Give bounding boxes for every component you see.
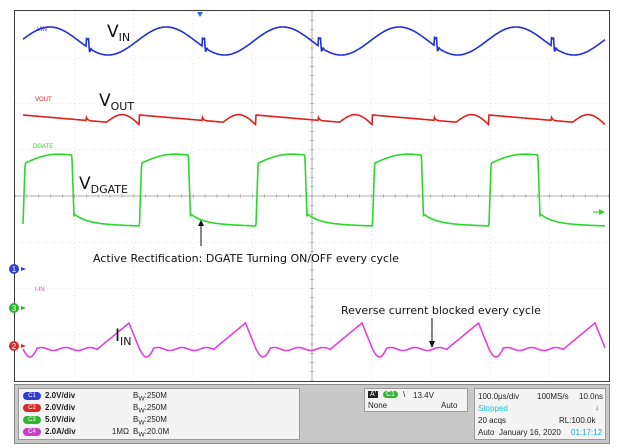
annotation-active: Active Rectification: DGATE Turning ON/O…: [93, 252, 399, 265]
vout-trace: [23, 113, 606, 127]
dgate-tag: DGATE: [33, 144, 53, 150]
record-length: RL:100.0k: [559, 416, 596, 425]
waveform-display: VIN VOUT DGATE I-IN VIN VOUT VDGATE IIN …: [14, 10, 610, 382]
single-arrow-icon[interactable]: ↓: [595, 403, 599, 412]
ch1-ground-marker[interactable]: 1: [8, 262, 30, 276]
trigger-channel: C1: [383, 391, 398, 398]
ch3-scale: 5.0V/div: [45, 415, 76, 424]
ch3-badge[interactable]: C3: [23, 415, 41, 424]
vout-tag: VOUT: [35, 97, 52, 103]
trigger-level-marker[interactable]: [599, 209, 605, 215]
ch4-impedance: 1MΩ: [111, 427, 129, 436]
iin-trace: [22, 321, 606, 358]
ch1-bandwidth: BW:250M: [133, 391, 167, 403]
trigger-coupling: None: [368, 401, 388, 410]
trigger-slope-icon: \: [403, 390, 406, 399]
ch4-scale: 2.0A/div: [45, 427, 76, 436]
trigger-sweep: Auto: [441, 401, 458, 410]
annotation-reverse: Reverse current blocked every cycle: [341, 304, 541, 317]
ch2-scale: 2.0V/div: [45, 403, 76, 412]
trigger-position-marker[interactable]: [197, 12, 203, 17]
vin-tag: VIN: [37, 27, 47, 33]
trigger-mode: A': [368, 391, 379, 398]
svg-text:2: 2: [12, 342, 17, 351]
ch3-ground-marker[interactable]: 3: [8, 301, 30, 315]
vin-label: VIN: [107, 22, 130, 44]
vdgate-label: VDGATE: [79, 174, 128, 196]
ch3-bandwidth: BW:250M: [133, 415, 167, 427]
ch1-badge[interactable]: C1: [23, 391, 41, 400]
active-rect-arrowhead: [198, 220, 204, 226]
acq-count: 20 acqs: [478, 416, 507, 425]
ch4-bandwidth: BW:20.0M: [133, 427, 170, 439]
waveform-plot: VIN VOUT DGATE I-IN VIN VOUT VDGATE IIN …: [15, 11, 609, 381]
sample-rate: 100MS/s: [537, 392, 569, 401]
channel-settings-panel: C1 2.0V/div BW:250M C2 2.0V/div BW:250M C3 5.…: [18, 388, 300, 440]
capture-date: January 16, 2020: [499, 428, 561, 437]
iin-tag: I-IN: [35, 287, 45, 293]
acq-mode: Auto: [478, 428, 495, 437]
ch4-badge[interactable]: C4: [23, 427, 41, 436]
ch2-bandwidth: BW:250M: [133, 403, 167, 415]
ch4-row[interactable]: C4 2.0A/div 1MΩ BW:20.0M: [23, 427, 169, 439]
vin-trace: [22, 26, 606, 56]
graticule-grid: [15, 11, 609, 381]
timebase: 100.0µs/div: [478, 392, 520, 401]
svg-text:3: 3: [12, 304, 17, 313]
trigger-panel[interactable]: A' C1 \ 13.4V None Auto: [364, 388, 468, 412]
reverse-arrowhead: [429, 341, 435, 348]
ch2-row[interactable]: C2 2.0V/div BW:250M: [23, 403, 167, 415]
svg-text:1: 1: [12, 265, 17, 274]
dgate-trace: [22, 153, 605, 227]
vout-label: VOUT: [99, 91, 134, 113]
trace-group: [22, 26, 606, 358]
iin-label: IIN: [115, 326, 132, 348]
ch2-badge[interactable]: C2: [23, 403, 41, 412]
resolution: 10.0ns: [579, 392, 604, 401]
capture-time: 01:17:12: [571, 428, 603, 437]
ch3-row[interactable]: C3 5.0V/div BW:250M: [23, 415, 167, 427]
ch2-ground-marker[interactable]: 2: [8, 339, 30, 353]
ch1-row[interactable]: C1 2.0V/div BW:250M: [23, 391, 167, 403]
trigger-level: 13.4V: [413, 391, 434, 400]
run-state: Stopped: [478, 404, 508, 413]
ch1-scale: 2.0V/div: [45, 391, 76, 400]
acquisition-panel[interactable]: 100.0µs/div 100MS/s 10.0ns Stopped ↓ 20 …: [474, 388, 606, 440]
